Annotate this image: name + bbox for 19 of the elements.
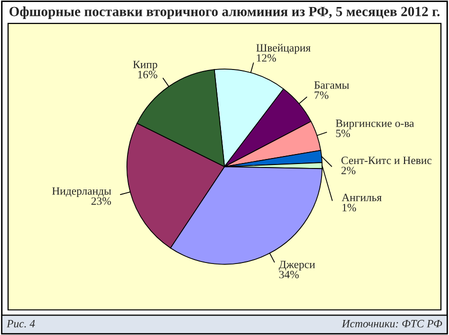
- data-label: 5%: [336, 130, 350, 138]
- data-label: 23%: [91, 197, 111, 205]
- slice-label: Сент-Китс и Невис: [341, 156, 432, 164]
- data-label: 1%: [342, 204, 356, 212]
- chart-title: Офшорные поставки вторичного алюминия из РФ, 5 месяцев 2012 г.: [10, 6, 440, 20]
- data-label: 12%: [256, 54, 276, 62]
- slice-label: Багамы: [314, 81, 350, 89]
- slice-label: Кипр: [133, 60, 158, 70]
- data-label: 16%: [138, 70, 158, 78]
- data-label: 7%: [314, 91, 328, 99]
- slice-label: Джерси: [278, 260, 315, 270]
- slice-label: Ангилья: [342, 194, 382, 202]
- slice-label: Швейцария: [256, 44, 311, 54]
- data-label: 34%: [279, 270, 299, 278]
- text: Рис. 4: [6, 320, 35, 328]
- slice-label: Виргинские о-ва: [336, 120, 414, 130]
- text: Источники: ФТС РФ: [342, 320, 442, 328]
- slice-label: Нидерланды: [52, 187, 112, 197]
- data-label: 2%: [341, 166, 356, 174]
